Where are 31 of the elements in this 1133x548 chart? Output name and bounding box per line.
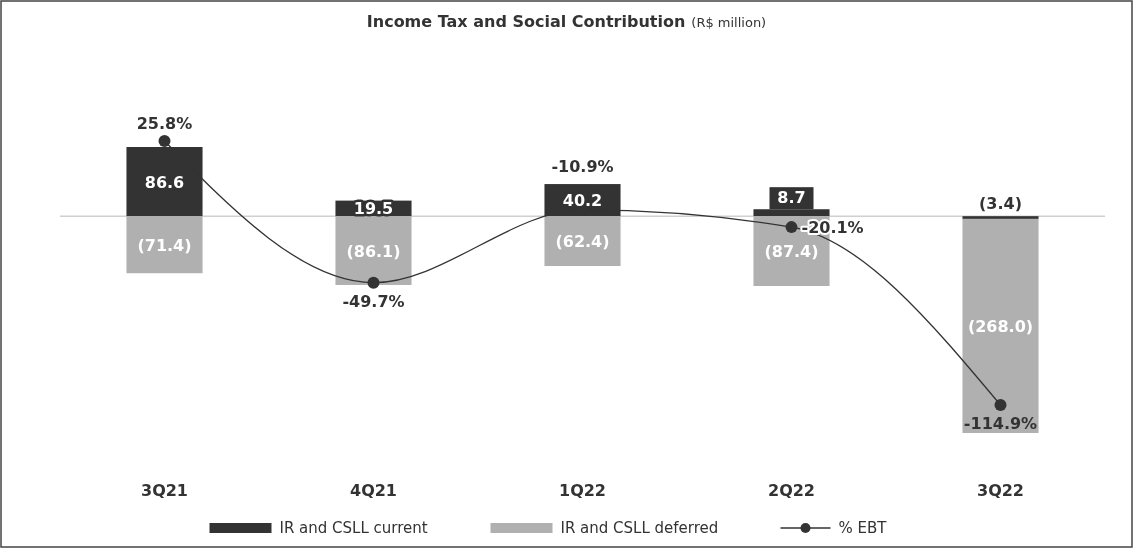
data-label: (86.1) (346, 241, 401, 261)
legend-label: % EBT (838, 519, 888, 537)
data-label: -10.9% (551, 157, 614, 177)
point (785, 221, 798, 234)
point (367, 276, 380, 289)
data-label: -114.9% (963, 414, 1038, 433)
chart-subtitle: (R$ million) (691, 15, 767, 30)
data-label: 25.8% (136, 114, 193, 133)
point (994, 399, 1007, 411)
data-label: (87.4) (764, 242, 819, 262)
x-tick-label: 1Q22 (559, 481, 606, 500)
x-tick-label: 3Q21 (141, 481, 188, 500)
bar (962, 216, 1039, 219)
data-label: (268.0) (967, 316, 1034, 336)
x-tick-label: 4Q21 (350, 481, 397, 500)
data-label: (3.4) (979, 194, 1022, 214)
data-label: -49.7% (342, 291, 405, 311)
data-label: (62.4) (555, 232, 610, 252)
data-label: (71.4) (137, 235, 192, 255)
legend-label: IR and CSLL current (279, 519, 428, 537)
data-label: -20.1% (801, 218, 864, 238)
data-label: 86.6 (144, 172, 185, 192)
legend-label: IR and CSLL deferred (560, 519, 719, 537)
data-label: 40.2 (562, 191, 603, 211)
data-label: 8.7 (777, 188, 806, 208)
data-label: 19.5 (353, 199, 394, 219)
point (158, 135, 171, 147)
bar (962, 218, 1039, 433)
x-tick-label: 3Q22 (977, 481, 1024, 500)
x-tick-label: 2Q22 (768, 481, 815, 500)
chart-title: Income Tax and Social Contribution (366, 12, 686, 31)
